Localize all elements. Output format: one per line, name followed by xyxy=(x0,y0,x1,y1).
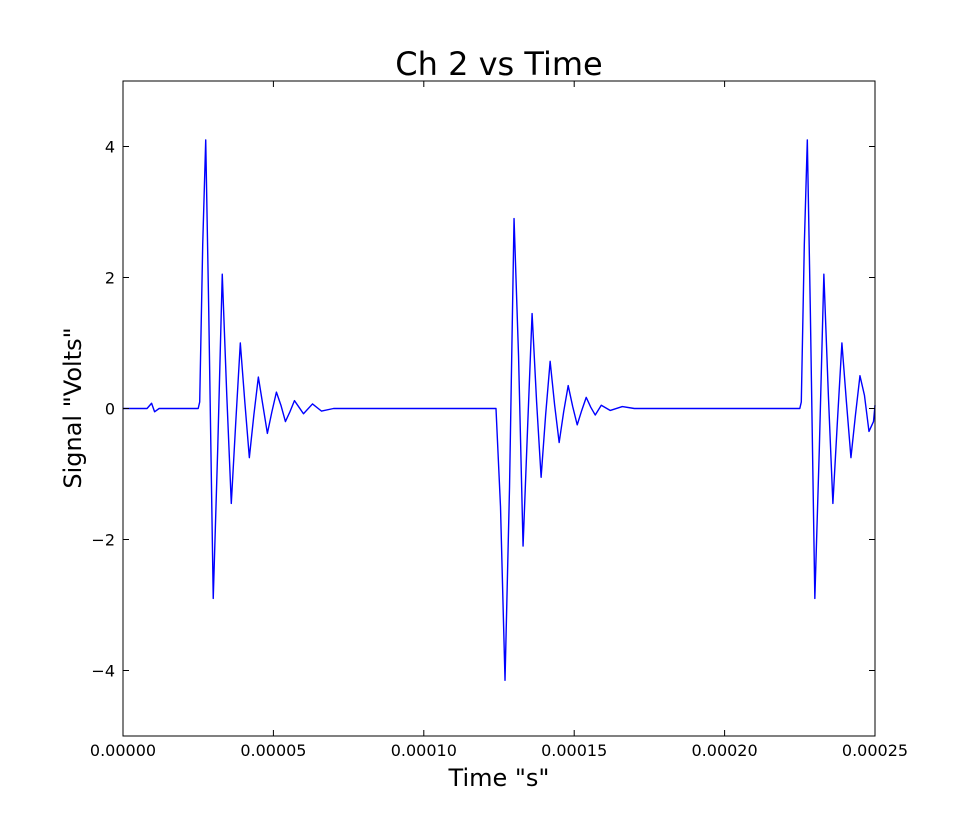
y-tick-label: 4 xyxy=(105,138,115,157)
x-axis-label: Time "s" xyxy=(448,764,550,792)
x-tick-label: 0.00020 xyxy=(692,741,758,760)
x-tick-label: 0.00000 xyxy=(90,741,156,760)
x-tick-label: 0.00010 xyxy=(391,741,457,760)
y-tick-label: 2 xyxy=(105,269,115,288)
y-tick-label: 0 xyxy=(105,400,115,419)
y-axis-label: Signal "Volts" xyxy=(59,327,87,488)
y-tick-label: −4 xyxy=(91,662,115,681)
y-tick-label: −2 xyxy=(91,531,115,550)
chart-title: Ch 2 vs Time xyxy=(395,45,602,83)
x-tick-label: 0.00025 xyxy=(842,741,908,760)
series-line-0 xyxy=(123,139,876,682)
x-tick-label: 0.00005 xyxy=(240,741,306,760)
axis-ticks: 0.00000 0.00005 0.00010 0.00015 0.00020 0.000… xyxy=(90,81,908,760)
x-tick-label: 0.00015 xyxy=(541,741,607,760)
plot-area xyxy=(123,139,876,682)
